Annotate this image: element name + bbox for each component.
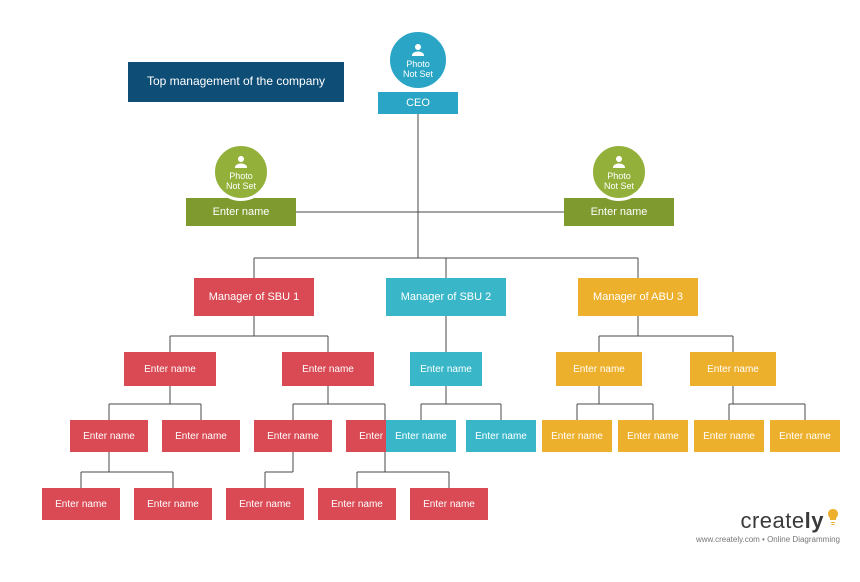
- org-node-label: Enter name: [267, 431, 319, 442]
- org-node-y1b[interactable]: Enter name: [690, 352, 776, 386]
- person-icon: [610, 153, 628, 171]
- org-node-r3e[interactable]: Enter name: [410, 488, 488, 520]
- org-node-vp1[interactable]: Enter name: [186, 198, 296, 226]
- org-node-label: Enter name: [55, 499, 107, 510]
- org-node-label: Enter name: [395, 431, 447, 442]
- logo-brand-bold: ly: [805, 508, 824, 533]
- org-node-r3c[interactable]: Enter name: [226, 488, 304, 520]
- org-node-ceo[interactable]: CEO: [378, 92, 458, 114]
- creately-logo: createlywww.creately.com • Online Diagra…: [690, 508, 840, 544]
- org-node-r3a[interactable]: Enter name: [42, 488, 120, 520]
- org-node-label: Enter name: [591, 206, 648, 218]
- org-node-m3[interactable]: Manager of ABU 3: [578, 278, 698, 316]
- org-node-label: Enter name: [707, 364, 759, 375]
- org-node-label: Enter name: [420, 364, 472, 375]
- org-node-label: Enter name: [147, 499, 199, 510]
- avatar-notset-text: Not Set: [403, 70, 433, 79]
- org-node-label: Enter name: [779, 431, 831, 442]
- org-node-r1a[interactable]: Enter name: [124, 352, 216, 386]
- avatar-notset-text: Not Set: [226, 182, 256, 191]
- org-node-label: Enter name: [83, 431, 135, 442]
- org-node-r3d[interactable]: Enter name: [318, 488, 396, 520]
- org-node-r2c[interactable]: Enter name: [254, 420, 332, 452]
- org-node-label: Enter name: [551, 431, 603, 442]
- org-node-label: Enter name: [475, 431, 527, 442]
- org-node-label: Enter name: [239, 499, 291, 510]
- org-node-y2a[interactable]: Enter name: [542, 420, 612, 452]
- org-node-label: Enter name: [703, 431, 755, 442]
- org-node-label: Enter name: [144, 364, 196, 375]
- avatar-notset-text: Not Set: [604, 182, 634, 191]
- person-icon: [232, 153, 250, 171]
- org-node-r2a[interactable]: Enter name: [70, 420, 148, 452]
- avatar-photo-label: PhotoNot Set: [226, 172, 256, 191]
- person-icon: [409, 41, 427, 59]
- org-node-y2d[interactable]: Enter name: [770, 420, 840, 452]
- org-node-m2[interactable]: Manager of SBU 2: [386, 278, 506, 316]
- org-node-r1b[interactable]: Enter name: [282, 352, 374, 386]
- org-node-m1[interactable]: Manager of SBU 1: [194, 278, 314, 316]
- top-management-banner: Top management of the company: [128, 62, 344, 102]
- org-node-label: Enter name: [175, 431, 227, 442]
- org-node-label: Manager of SBU 1: [209, 291, 300, 303]
- avatar-vp2[interactable]: PhotoNot Set: [590, 143, 648, 201]
- org-node-label: Enter name: [627, 431, 679, 442]
- lightbulb-icon: [826, 508, 840, 526]
- org-node-label: CEO: [406, 97, 430, 109]
- avatar-vp1[interactable]: PhotoNot Set: [212, 143, 270, 201]
- avatar-photo-label: PhotoNot Set: [403, 60, 433, 79]
- org-node-vp2[interactable]: Enter name: [564, 198, 674, 226]
- org-chart-stage: Top management of the company CEO PhotoNot…: [0, 0, 860, 582]
- org-node-y1a[interactable]: Enter name: [556, 352, 642, 386]
- org-node-label: Enter name: [331, 499, 383, 510]
- org-node-r2b[interactable]: Enter name: [162, 420, 240, 452]
- top-management-banner-label: Top management of the company: [147, 75, 325, 88]
- org-node-label: Enter name: [213, 206, 270, 218]
- org-node-c2a[interactable]: Enter name: [386, 420, 456, 452]
- org-node-y2c[interactable]: Enter name: [694, 420, 764, 452]
- org-node-label: Enter name: [423, 499, 475, 510]
- avatar-photo-label: PhotoNot Set: [604, 172, 634, 191]
- org-node-y2b[interactable]: Enter name: [618, 420, 688, 452]
- org-node-label: Manager of ABU 3: [593, 291, 683, 303]
- logo-brand-pre: create: [740, 508, 804, 533]
- org-node-c1a[interactable]: Enter name: [410, 352, 482, 386]
- avatar-ceo[interactable]: PhotoNot Set: [387, 29, 449, 91]
- org-node-label: Enter name: [573, 364, 625, 375]
- org-node-label: Manager of SBU 2: [401, 291, 492, 303]
- logo-brand: creately: [690, 508, 840, 534]
- logo-subtitle: www.creately.com • Online Diagramming: [690, 535, 840, 544]
- org-node-c2b[interactable]: Enter name: [466, 420, 536, 452]
- org-node-label: Enter name: [302, 364, 354, 375]
- org-node-r3b[interactable]: Enter name: [134, 488, 212, 520]
